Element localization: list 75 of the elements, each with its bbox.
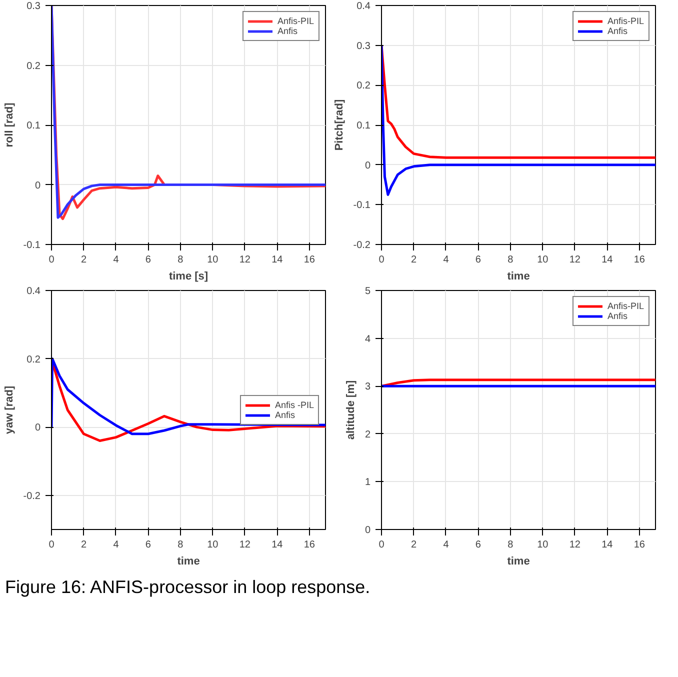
x-tick-label: 12 bbox=[569, 254, 581, 266]
y-tick-label: 0.2 bbox=[356, 80, 371, 92]
x-tick-label: 4 bbox=[113, 254, 120, 266]
caption: Figure 16: ANFIS-processor in loop response. bbox=[5, 576, 370, 599]
y-tick-label: 3 bbox=[364, 382, 371, 393]
x-tick-label: 16 bbox=[304, 540, 316, 550]
y-axis-title: Pitch[rad] bbox=[333, 98, 346, 151]
y-tick-label: -0.1 bbox=[23, 240, 41, 251]
x-tick-label: 14 bbox=[602, 254, 614, 266]
x-axis-title: time bbox=[507, 270, 530, 282]
y-tick-label: 4 bbox=[364, 334, 371, 345]
x-tick-label: 16 bbox=[634, 254, 646, 266]
legend-label: Anfis bbox=[274, 410, 295, 420]
x-tick-label: 0 bbox=[48, 540, 55, 550]
x-tick-label: 16 bbox=[634, 540, 646, 550]
x-tick-label: 4 bbox=[443, 254, 450, 266]
x-tick-label: 6 bbox=[475, 540, 482, 550]
legend-label: Anfis bbox=[607, 26, 628, 36]
x-tick-label: 12 bbox=[239, 254, 251, 266]
x-tick-label: 2 bbox=[80, 254, 87, 266]
y-tick-label: 0.3 bbox=[356, 40, 371, 52]
y-tick-label: 0.4 bbox=[356, 1, 371, 12]
x-tick-label: 12 bbox=[569, 540, 581, 550]
x-tick-label: 0 bbox=[378, 540, 385, 550]
x-tick-label: 10 bbox=[537, 540, 549, 550]
legend-label: Anfis bbox=[277, 26, 298, 36]
x-tick-label: 14 bbox=[602, 540, 614, 550]
x-tick-label: 8 bbox=[508, 254, 514, 266]
y-tick-label: 0.4 bbox=[26, 286, 41, 297]
x-axis-title: time bbox=[507, 556, 530, 568]
x-tick-label: 14 bbox=[272, 254, 284, 266]
x-tick-label: 10 bbox=[207, 254, 219, 266]
x-tick-label: 4 bbox=[443, 540, 450, 550]
x-tick-label: 0 bbox=[378, 254, 385, 266]
y-tick-label: 5 bbox=[364, 286, 371, 297]
y-tick-label: 1 bbox=[364, 477, 371, 488]
x-tick-label: 10 bbox=[207, 540, 219, 550]
x-tick-label: 0 bbox=[48, 254, 55, 266]
x-tick-label: 6 bbox=[475, 254, 482, 266]
y-tick-label: 0.2 bbox=[26, 60, 41, 72]
y-tick-label: 0 bbox=[34, 180, 41, 192]
y-tick-label: -0.2 bbox=[23, 490, 41, 502]
y-tick-label: 0.2 bbox=[26, 354, 41, 366]
x-tick-label: 4 bbox=[113, 540, 120, 550]
legend-label: Anfis-PIL bbox=[607, 301, 644, 311]
y-axis-title: altitude [m] bbox=[344, 380, 357, 440]
x-tick-label: 16 bbox=[304, 254, 316, 266]
x-tick-label: 2 bbox=[410, 540, 417, 550]
legend-label: Anfis-PIL bbox=[277, 16, 314, 26]
x-tick-label: 10 bbox=[537, 254, 549, 266]
legend-label: Anfis-PIL bbox=[607, 16, 644, 26]
x-tick-label: 8 bbox=[178, 254, 184, 266]
y-tick-label: 2 bbox=[364, 429, 371, 440]
x-tick-label: 6 bbox=[145, 540, 152, 550]
x-tick-label: 8 bbox=[508, 540, 514, 550]
y-tick-label: -0.2 bbox=[353, 240, 371, 251]
x-tick-label: 12 bbox=[239, 540, 251, 550]
x-axis-title: time bbox=[177, 556, 200, 568]
y-axis-title: roll [rad] bbox=[3, 102, 16, 148]
x-tick-label: 2 bbox=[410, 254, 417, 266]
y-tick-label: 0.3 bbox=[26, 1, 41, 12]
x-tick-label: 14 bbox=[272, 540, 284, 550]
y-tick-label: 0.1 bbox=[26, 120, 41, 132]
x-tick-label: 6 bbox=[145, 254, 152, 266]
y-tick-label: 0 bbox=[34, 422, 41, 434]
legend-label: Anfis bbox=[607, 311, 628, 321]
y-tick-label: 0 bbox=[364, 160, 371, 172]
x-axis-title: time [s] bbox=[168, 270, 208, 282]
legend-label: Anfis -PIL bbox=[274, 400, 314, 410]
x-tick-label: 8 bbox=[178, 540, 184, 550]
y-tick-label: -0.1 bbox=[353, 200, 371, 212]
y-tick-label: 0 bbox=[364, 525, 371, 536]
x-tick-label: 2 bbox=[80, 540, 87, 550]
y-axis-title: yaw [rad] bbox=[3, 386, 16, 434]
y-tick-label: 0.1 bbox=[356, 120, 371, 132]
